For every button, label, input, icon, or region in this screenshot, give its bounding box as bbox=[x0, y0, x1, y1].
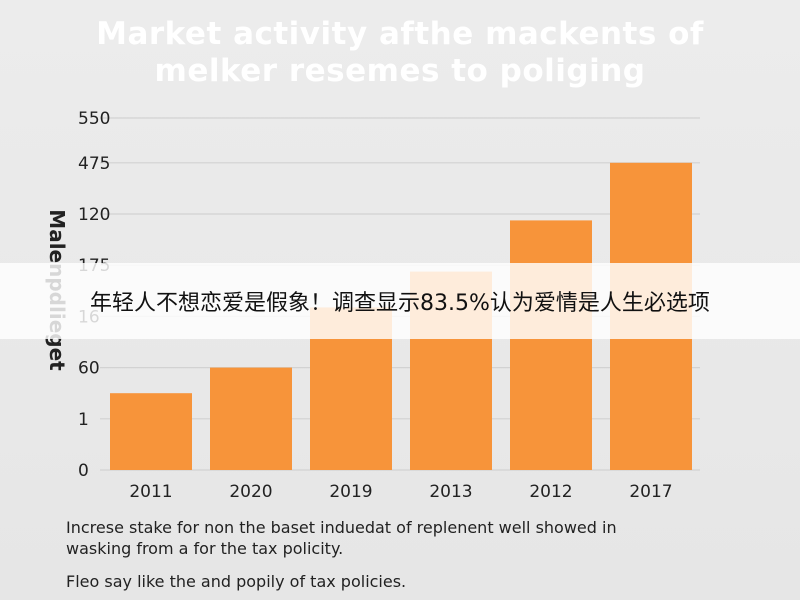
x-tick-label: 2019 bbox=[329, 482, 372, 502]
y-tick-labels: 016016175120475550 bbox=[78, 109, 110, 481]
chart-title-line-1: Market activity afthe mackents of bbox=[96, 16, 704, 52]
x-tick-label: 2011 bbox=[129, 482, 172, 502]
footnote-line-3: Fleo say like the and popily of tax poli… bbox=[66, 572, 407, 591]
x-tick-labels: 2011 2020 2019 2013 2012 2017 bbox=[129, 482, 672, 502]
bar-2011 bbox=[110, 393, 192, 470]
y-tick-label: 0 bbox=[78, 461, 89, 481]
y-tick-label: 120 bbox=[78, 205, 110, 225]
footnote-line-2: wasking from a for the tax policity. bbox=[66, 539, 344, 558]
y-tick-label: 1 bbox=[78, 410, 89, 430]
bar-2020 bbox=[210, 367, 292, 470]
overlay-banner: 年轻人不想恋爱是假象！调查显示83.5%认为爱情是人生必选项 bbox=[0, 263, 800, 339]
chart-title-line-2: melker resemes to poliging bbox=[154, 53, 646, 89]
x-tick-label: 2013 bbox=[429, 482, 472, 502]
y-tick-label: 475 bbox=[78, 154, 110, 174]
y-tick-label: 550 bbox=[78, 109, 110, 129]
y-tick-label: 60 bbox=[78, 359, 100, 379]
footnote-line-1: Increse stake for non the baset induedat… bbox=[66, 518, 617, 537]
x-tick-label: 2020 bbox=[229, 482, 272, 502]
x-tick-label: 2012 bbox=[529, 482, 572, 502]
x-tick-label: 2017 bbox=[629, 482, 672, 502]
overlay-headline: 年轻人不想恋爱是假象！调查显示83.5%认为爱情是人生必选项 bbox=[90, 291, 710, 316]
bar-2012 bbox=[510, 220, 592, 470]
